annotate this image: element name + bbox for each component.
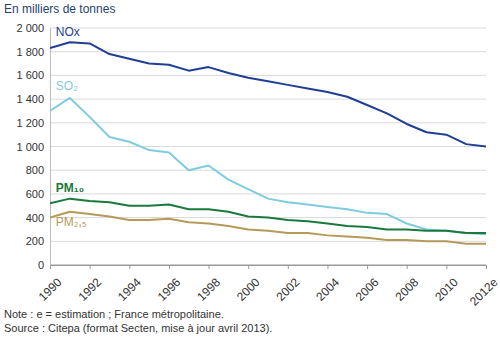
grid: [50, 28, 486, 265]
y-tick-label: 1 400: [16, 93, 44, 105]
x-tick-label: 2002: [274, 275, 303, 304]
x-tick: 2012e: [467, 265, 500, 309]
series-line: [50, 212, 486, 244]
y-tick-label: 400: [26, 212, 44, 224]
y-tick: 800: [26, 164, 50, 176]
series-line: [50, 98, 486, 234]
x-tick-mark: [288, 265, 289, 269]
x-tick-mark: [486, 265, 487, 269]
y-tick: 400: [26, 212, 50, 224]
note: Note : e = estimation ; France métropoli…: [4, 308, 224, 320]
x-axis-line: [51, 265, 487, 266]
grid-line: [50, 170, 486, 171]
y-tick: 2 000: [16, 22, 50, 34]
x-tick-mark: [90, 265, 91, 269]
x-tick-label: 1994: [115, 275, 144, 304]
x-tick-label: 1990: [36, 275, 65, 304]
y-tick: 1 400: [16, 93, 50, 105]
y-tick-label: 2 000: [16, 22, 44, 34]
x-tick-mark: [209, 265, 210, 269]
y-tick: 200: [26, 235, 50, 247]
x-tick: 1992: [75, 265, 104, 304]
grid-line: [50, 265, 486, 266]
plot: 0 200 400 600 800 1 000 1 200 1 400 1 600 1 800 2 …: [16, 22, 500, 309]
series-label: NOx: [56, 25, 80, 39]
x-tick-label: 2010: [432, 275, 461, 304]
y-tick-label: 800: [26, 164, 44, 176]
x-tick-mark: [169, 265, 170, 269]
grid-line: [50, 146, 486, 147]
x-tick-mark: [129, 265, 130, 269]
x-tick: 1998: [194, 265, 223, 304]
x-tick-label: 1998: [194, 275, 223, 304]
x-tick: 2004: [313, 265, 342, 304]
chart: 0 200 400 600 800 1 000 1 200 1 400 1 600 1 800 2 …: [0, 0, 500, 349]
y-axis: 0 200 400 600 800 1 000 1 200 1 400 1 600 1 800 2 …: [16, 22, 50, 271]
y-tick: 1 000: [16, 141, 50, 153]
y-axis-line: [50, 29, 51, 266]
x-tick-label: 1992: [75, 275, 104, 304]
x-tick: 2008: [392, 265, 421, 304]
x-tick-mark: [327, 265, 328, 269]
grid-line: [50, 99, 486, 100]
x-tick: 2000: [234, 265, 263, 304]
y-label: En milliers de tonnes: [4, 2, 115, 16]
y-tick-label: 1 600: [16, 69, 44, 81]
grid-line: [50, 51, 486, 52]
x-tick-mark: [446, 265, 447, 269]
x-tick: 1996: [155, 265, 184, 304]
x-tick-mark: [407, 265, 408, 269]
lines: [50, 42, 486, 243]
y-tick-label: 1 800: [16, 46, 44, 58]
y-tick: 1 600: [16, 69, 50, 81]
y-tick-label: 600: [26, 188, 44, 200]
x-tick-label: 2006: [353, 275, 382, 304]
x-axis: 1990 1992 1994 1996 1998 2000 2002 2004 2006 2008…: [36, 265, 500, 309]
x-tick-label: 2012e: [467, 275, 500, 309]
y-tick-label: 0: [38, 259, 44, 271]
x-tick-label: 1996: [155, 275, 184, 304]
y-tick-label: 1 000: [16, 141, 44, 153]
y-tick: 600: [26, 188, 50, 200]
series-label: PM₁₀: [56, 181, 84, 195]
x-tick: 2006: [353, 265, 382, 304]
grid-line: [50, 75, 486, 76]
y-tick-label: 1 200: [16, 117, 44, 129]
note: Source : Citepa (format Secten, mise à j…: [4, 322, 272, 334]
x-tick-mark: [248, 265, 249, 269]
x-tick-label: 2004: [313, 275, 342, 304]
grid-line: [50, 193, 486, 194]
y-tick: 0: [38, 259, 50, 271]
series-line: [50, 199, 486, 233]
x-tick-mark: [367, 265, 368, 269]
y-tick-label: 200: [26, 235, 44, 247]
x-tick: 1990: [36, 265, 65, 304]
x-tick: 1994: [115, 265, 144, 304]
series-labels: NOx SO₂ PM₁₀ PM₂,₅: [56, 25, 87, 228]
series-line: [50, 42, 486, 146]
x-tick: 2010: [432, 265, 461, 304]
series-label: PM₂,₅: [56, 215, 87, 229]
x-tick: 2002: [274, 265, 303, 304]
y-tick: 1 200: [16, 117, 50, 129]
y-tick: 1 800: [16, 46, 50, 58]
grid-line: [50, 28, 486, 29]
series-label: SO₂: [56, 79, 78, 93]
grid-line: [50, 122, 486, 123]
x-tick-mark: [50, 265, 51, 269]
x-tick-label: 2000: [234, 275, 263, 304]
x-tick-label: 2008: [392, 275, 421, 304]
